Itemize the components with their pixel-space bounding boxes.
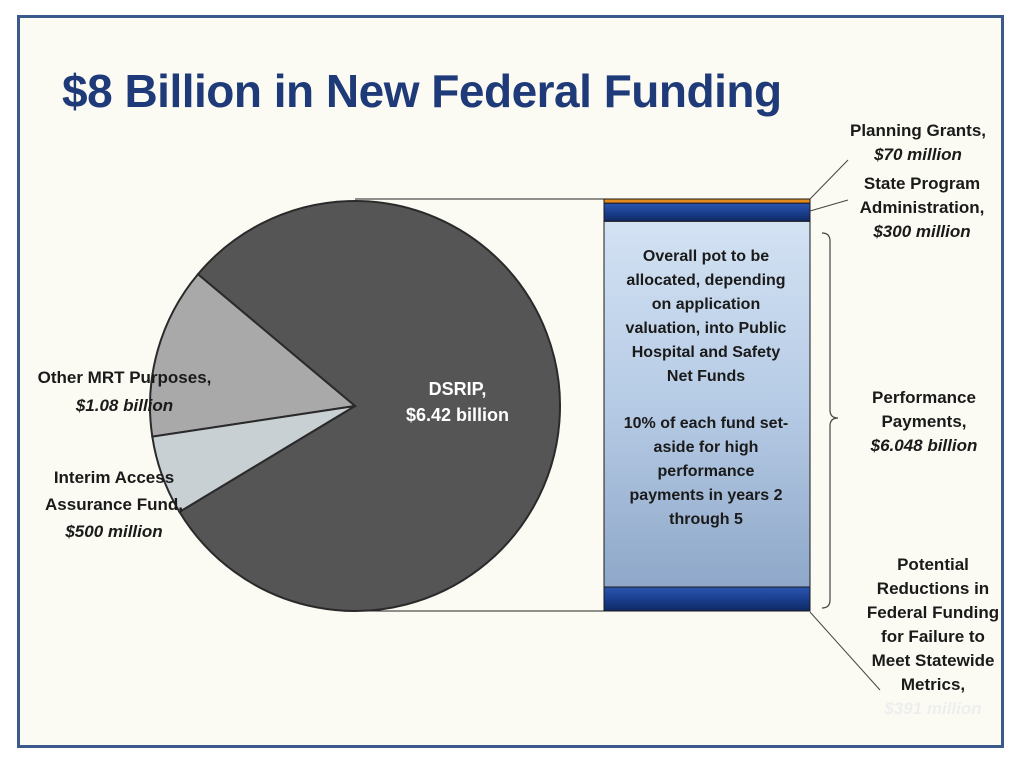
leader-planning (809, 159, 849, 200)
bar-segment-state-admin (603, 202, 811, 222)
bar-annotation-allocation: Overall pot to be allocated, depending o… (625, 248, 787, 385)
label-performance: Performance Payments, $6.048 billion (870, 388, 978, 455)
bar-segment-planning (603, 198, 811, 204)
stacked-bar (603, 198, 811, 612)
bar-segment-reductions (603, 586, 811, 612)
leader-reductions (809, 611, 881, 691)
label-interim: Interim Access Assurance Fund, $500 mill… (45, 468, 183, 541)
label-state-admin: State Program Administration, $300 milli… (859, 174, 985, 241)
pie-slice-other-mrt (149, 272, 358, 438)
label-dsrip: DSRIP, $6.42 billion (405, 379, 510, 425)
pie-chart (149, 200, 561, 612)
pie-slice-interim (151, 405, 356, 514)
leader-state-admin (809, 199, 849, 212)
bar-segment-performance (603, 220, 811, 588)
pie-slice-dsrip (178, 200, 561, 612)
slide-title: $8 Billion in New Federal Funding (62, 65, 782, 117)
bracket-performance (821, 232, 839, 609)
label-planning: Planning Grants, $70 million (849, 121, 987, 164)
label-reductions: Potential Reductions in Federal Funding … (866, 555, 1000, 718)
bar-annotation-setaside: 10% of each fund set- aside for high per… (623, 415, 789, 528)
label-other-mrt: Other MRT Purposes, $1.08 billion (37, 368, 212, 415)
